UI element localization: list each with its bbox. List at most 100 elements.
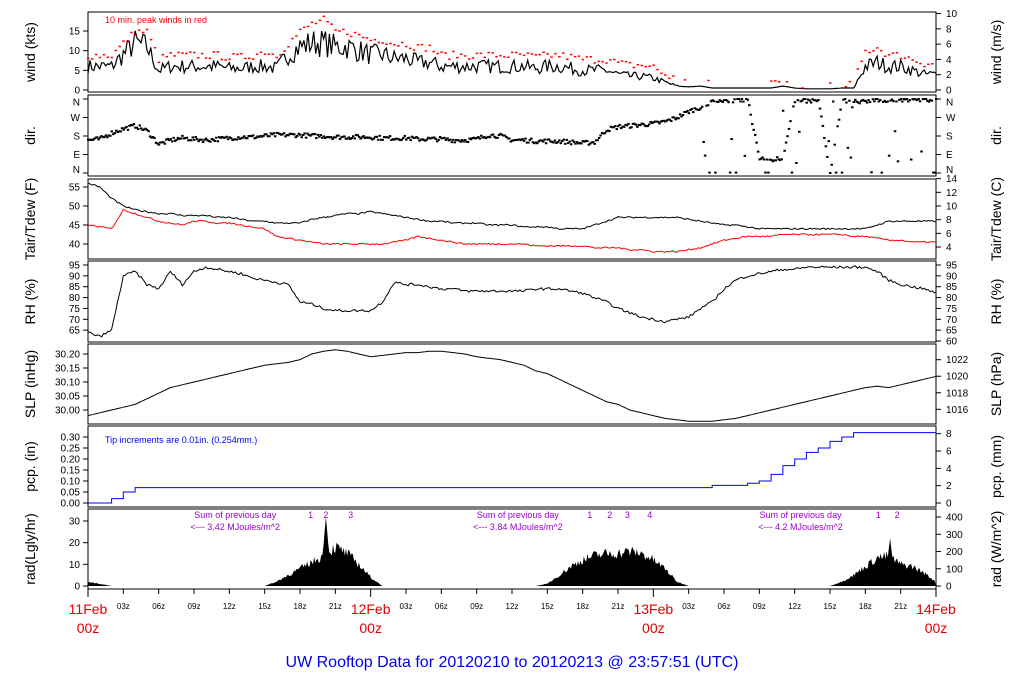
peak-wind-point <box>87 57 90 60</box>
direction-point <box>466 141 470 144</box>
peak-wind-point <box>931 63 934 65</box>
direction-point <box>225 135 228 138</box>
direction-point <box>301 133 305 136</box>
direction-point <box>207 140 211 143</box>
direction-point <box>113 132 116 135</box>
direction-point <box>723 99 726 102</box>
direction-point <box>562 138 566 141</box>
direction-point <box>711 99 714 102</box>
direction-point <box>709 100 713 103</box>
direction-point <box>924 98 928 100</box>
direction-point <box>849 156 853 159</box>
direction-point <box>372 137 376 140</box>
temp-right-tick-label: 8 <box>946 215 952 226</box>
direction-point <box>396 137 399 140</box>
pcp-left-tick-label: 0.25 <box>61 444 81 455</box>
wind-left-tick-label: 10 <box>69 46 81 57</box>
direction-point <box>689 109 692 112</box>
direction-point <box>590 141 593 144</box>
direction-point <box>503 134 507 137</box>
direction-point <box>385 136 389 139</box>
direction-point <box>696 108 699 111</box>
direction-point <box>652 121 655 124</box>
direction-point <box>101 135 105 138</box>
direction-point <box>733 98 736 101</box>
radiation-area <box>88 516 936 586</box>
direction-point <box>852 100 856 103</box>
direction-point <box>303 132 306 135</box>
direction-point <box>328 136 331 139</box>
direction-point <box>441 137 445 140</box>
direction-point <box>216 140 220 143</box>
direction-point <box>671 116 674 119</box>
direction-point <box>674 118 677 121</box>
direction-point <box>100 135 103 138</box>
direction-point <box>502 134 505 137</box>
rh-right-tick-label: 70 <box>946 315 958 326</box>
peak-wind-point <box>785 81 789 83</box>
direction-point <box>803 98 807 101</box>
direction-point <box>209 140 212 143</box>
daily-sum-label: Sum of previous day <box>477 510 560 520</box>
peak-wind-point <box>196 57 200 59</box>
rh-right-tick-label: 95 <box>946 261 958 272</box>
radiation-marker: 2 <box>607 510 612 520</box>
rad-ylabel: rad(Lgly/hr) <box>22 513 38 585</box>
peak-wind-point <box>601 60 604 63</box>
temp-right-tick-label: 14 <box>946 174 958 185</box>
direction-point <box>138 124 142 127</box>
direction-point <box>516 138 520 141</box>
direction-point <box>435 140 439 143</box>
direction-point <box>904 98 907 101</box>
peak-wind-point <box>302 26 306 29</box>
wind-right-tick-label: 2 <box>946 70 952 81</box>
direction-point <box>260 135 264 138</box>
pcp-right-tick-label: 8 <box>946 429 952 440</box>
temp-left-tick-label: 55 <box>69 183 81 194</box>
peak-wind-point <box>923 65 926 68</box>
direction-point <box>491 133 495 136</box>
day-time-label: 00z <box>359 620 382 636</box>
direction-point <box>326 135 330 138</box>
direction-point <box>591 141 595 144</box>
direction-point <box>268 135 271 138</box>
peak-wind-point <box>138 29 141 31</box>
direction-point <box>352 135 355 138</box>
slp-frame <box>87 343 937 425</box>
slp-left-tick-label: 30.15 <box>55 364 80 375</box>
x-axis: 11Feb 00z 03z 06z 09z 12z 15z 18z 21z 12Feb 00z 03z… <box>69 589 956 636</box>
rad-frame <box>87 508 937 590</box>
direction-point <box>745 98 748 100</box>
direction-point <box>724 99 727 102</box>
direction-point <box>839 108 842 111</box>
direction-point <box>226 138 230 141</box>
direction-point <box>731 101 735 104</box>
peak-wind-point <box>911 59 914 61</box>
wind-annotation: 10 min. peak winds in red <box>105 15 207 25</box>
hour-label: 06z <box>435 602 448 611</box>
peak-wind-point <box>562 52 565 54</box>
direction-point <box>344 137 348 140</box>
peak-wind-point <box>275 56 278 59</box>
direction-point <box>664 120 667 123</box>
direction-point <box>375 135 379 138</box>
peak-wind-point <box>405 45 408 48</box>
peak-wind-point <box>463 55 467 57</box>
direction-point <box>188 139 192 142</box>
peak-wind-point <box>420 43 424 46</box>
direction-point <box>156 142 159 145</box>
direction-point <box>266 135 270 138</box>
peak-wind-point <box>707 79 710 82</box>
direction-point <box>141 128 144 131</box>
direction-point <box>194 135 197 138</box>
direction-point <box>712 100 716 103</box>
direction-point <box>315 137 318 140</box>
peak-wind-point <box>373 38 377 41</box>
rh-right-tick-label: 80 <box>946 293 958 304</box>
direction-point <box>247 135 250 138</box>
direction-point <box>167 139 171 142</box>
direction-point <box>157 143 161 146</box>
peak-wind-point <box>573 55 577 58</box>
direction-point <box>455 139 458 142</box>
